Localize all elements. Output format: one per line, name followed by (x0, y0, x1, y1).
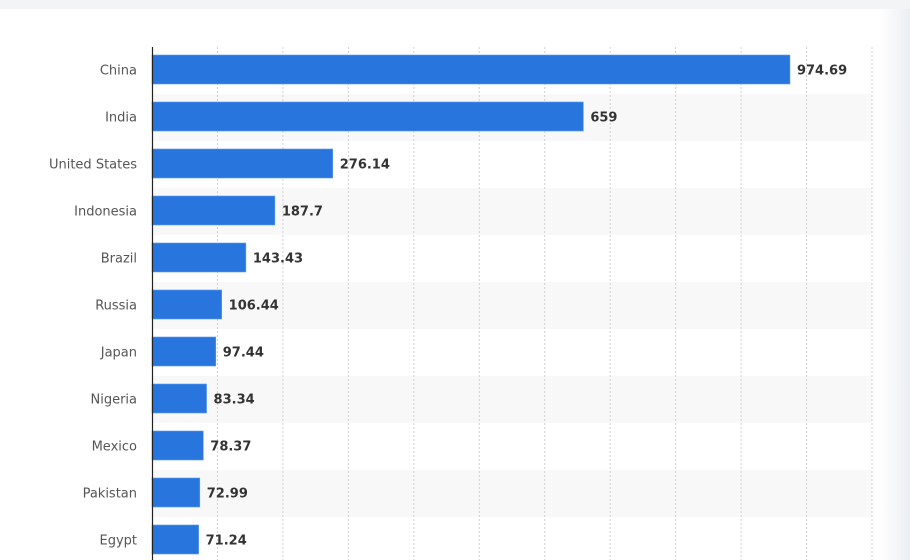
value-label: 97.44 (223, 346, 264, 361)
row-stripe (152, 282, 872, 329)
category-label: Egypt (99, 534, 137, 549)
value-label: 72.99 (207, 487, 248, 502)
value-label: 83.34 (214, 393, 255, 408)
bar (151, 289, 222, 320)
bar (151, 383, 207, 414)
category-label: Russia (95, 299, 137, 314)
category-label: Mexico (92, 440, 137, 455)
value-label: 187.7 (282, 205, 323, 220)
top-band (0, 0, 910, 9)
value-label: 974.69 (797, 64, 847, 79)
value-label: 659 (590, 111, 617, 126)
category-label: Pakistan (83, 487, 137, 502)
bar (151, 430, 204, 461)
category-label: Nigeria (90, 393, 137, 408)
value-label: 78.37 (210, 440, 251, 455)
category-label: Japan (100, 346, 137, 361)
bar (151, 336, 217, 367)
value-label: 276.14 (340, 158, 390, 173)
category-label: Brazil (101, 252, 137, 267)
row-stripe (152, 470, 872, 517)
bar (151, 101, 584, 132)
value-label: 71.24 (206, 534, 247, 549)
bar (151, 54, 791, 85)
bar (151, 148, 334, 179)
value-label: 143.43 (253, 252, 303, 267)
category-label: China (100, 64, 137, 79)
bar (151, 195, 276, 226)
category-label: Indonesia (74, 205, 137, 220)
bar (151, 477, 201, 508)
bar (151, 524, 199, 555)
side-panel-shadow (880, 9, 910, 560)
value-label: 106.44 (229, 299, 279, 314)
row-stripe (152, 376, 872, 423)
bar (151, 242, 247, 273)
category-label: India (105, 111, 137, 126)
category-label: United States (49, 158, 137, 173)
